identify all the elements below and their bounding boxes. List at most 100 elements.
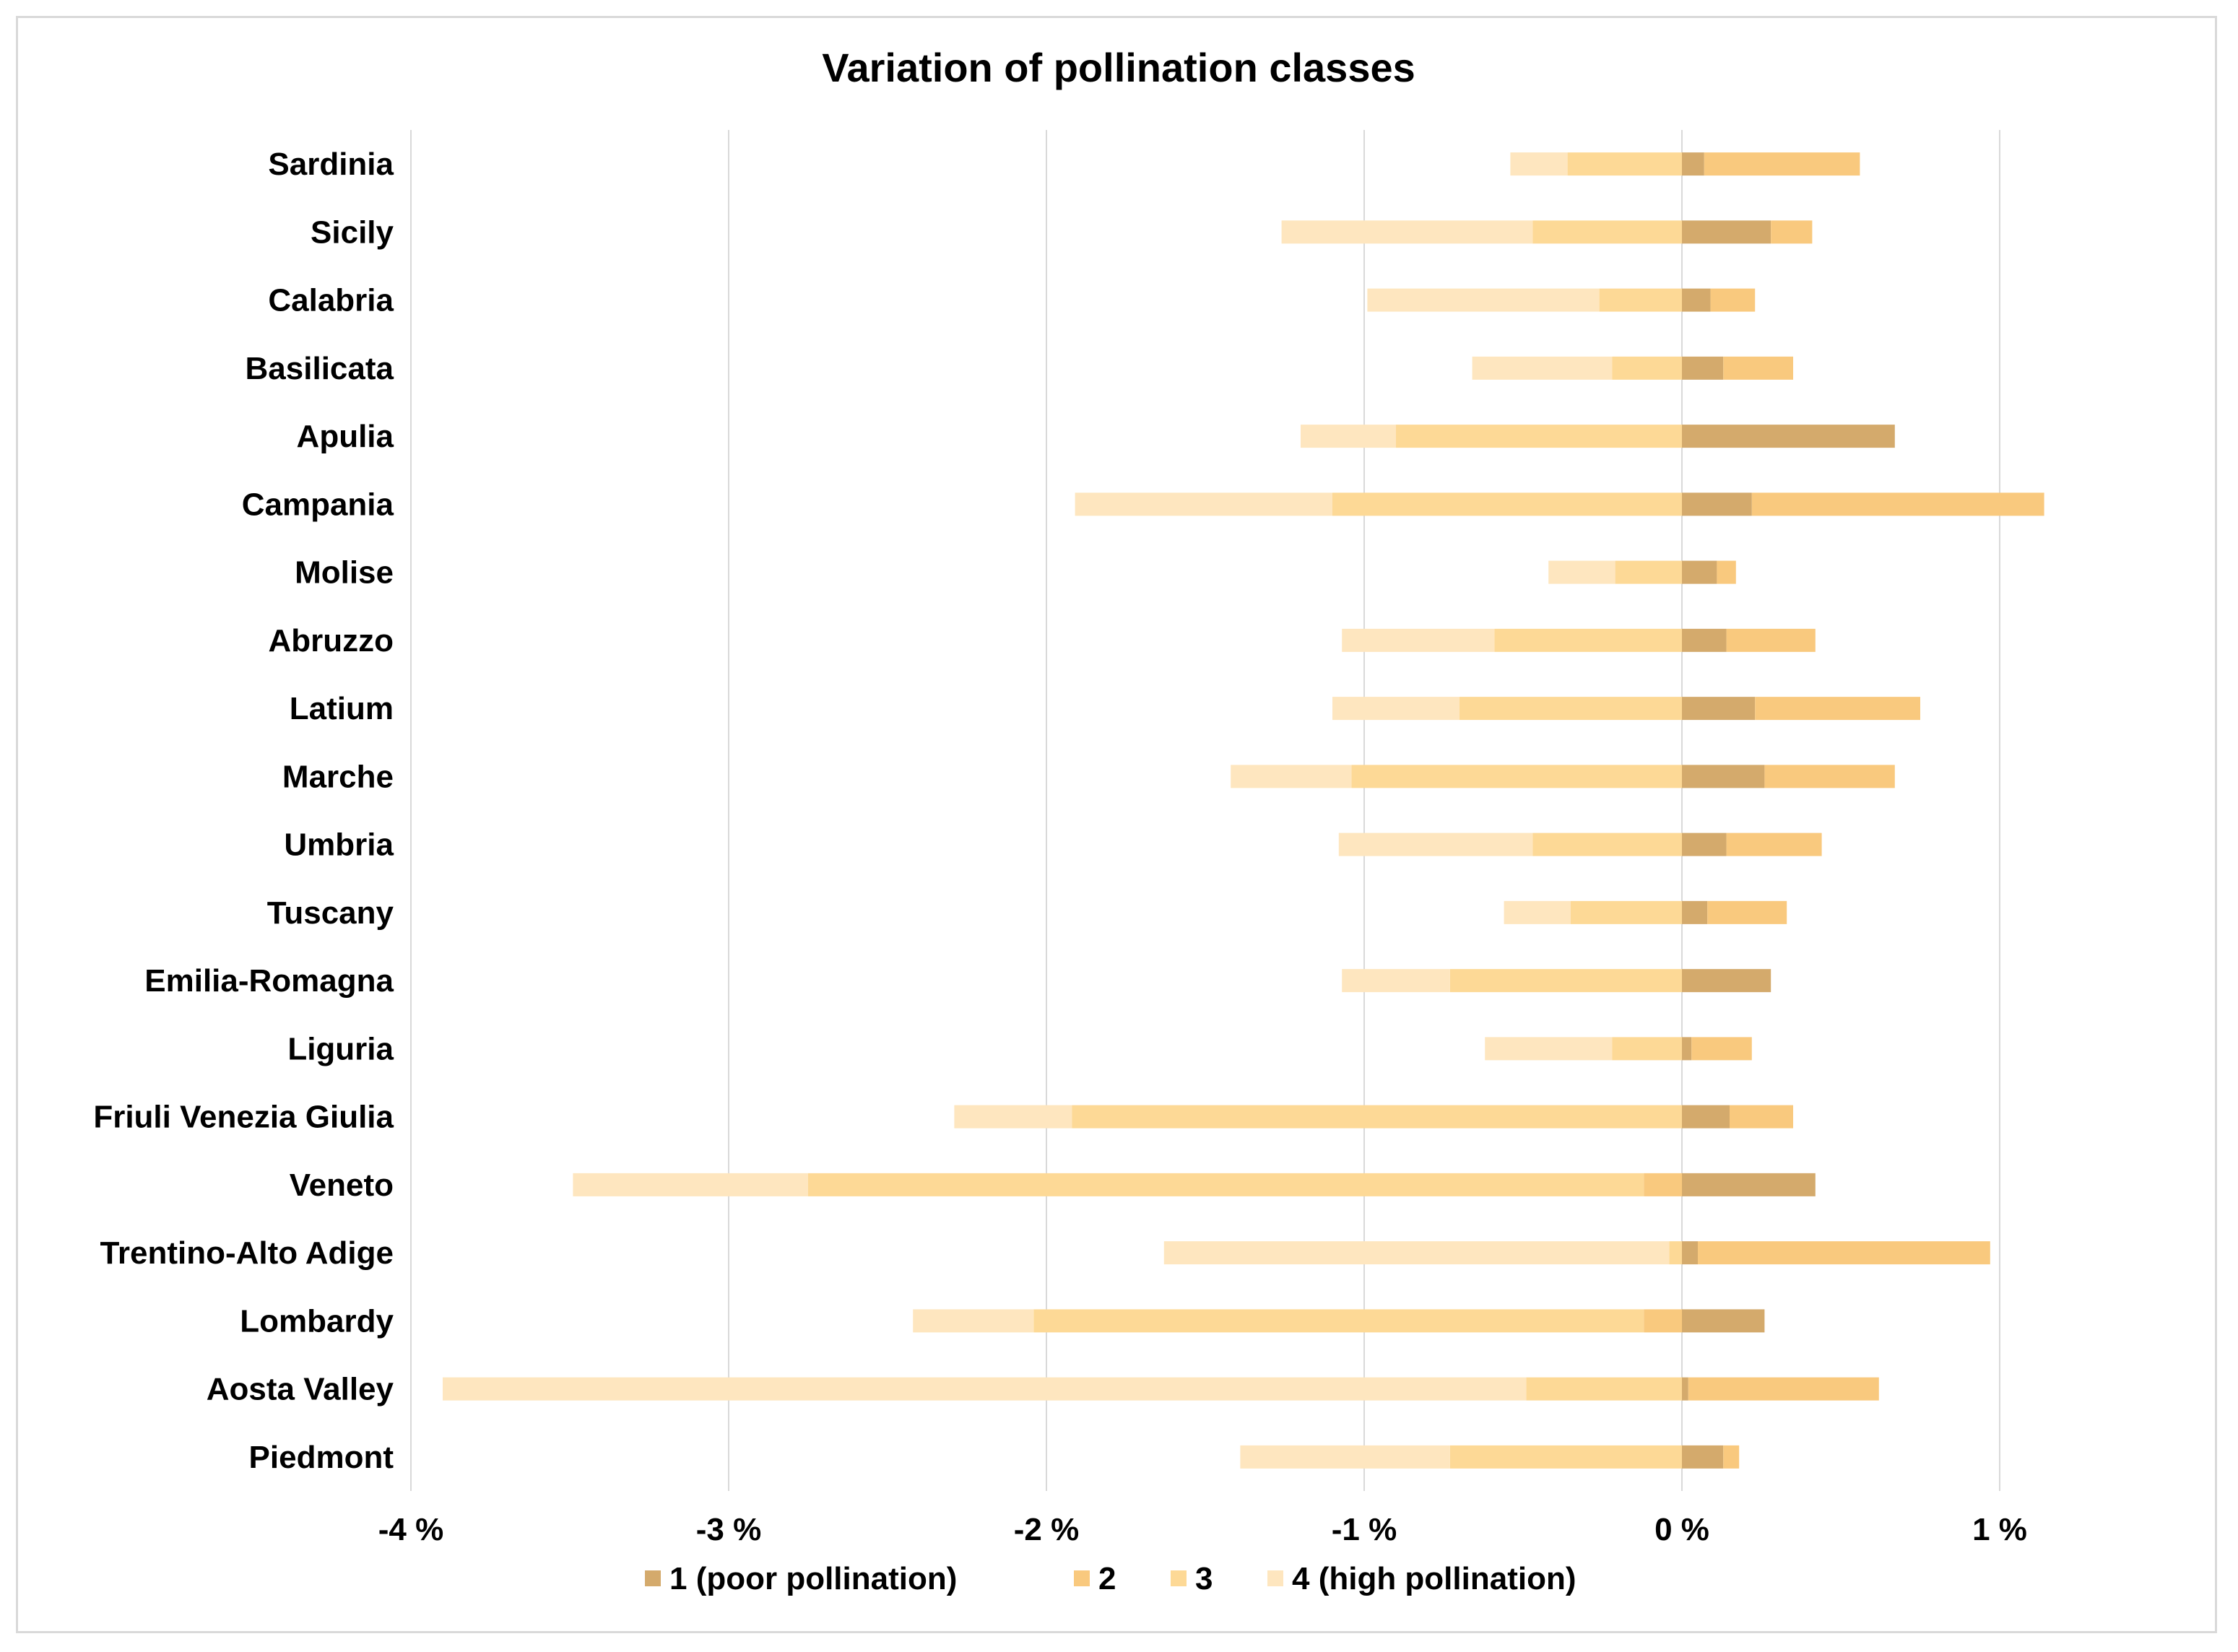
category-axis: Sardinia Sicily Calabria Basilicata Apulia Ca… [93,147,394,1475]
legend-swatch [1267,1570,1283,1586]
category-label: Lombardy [240,1303,394,1339]
gridlines [410,130,2000,1491]
x-tick-label: -2 % [1014,1512,1079,1547]
x-tick-label: 1 % [1972,1512,2027,1547]
bar-segment [1682,697,1756,721]
bar-segment [1472,356,1613,380]
bar-segment [1548,560,1615,584]
category-label: Sicily [311,214,394,250]
bar-segment [1730,1105,1793,1129]
bar-segment [1494,628,1682,652]
chart-svg: Variation of pollination classes Sardini… [93,45,2044,1596]
bar-segment [1726,832,1822,856]
bar-segment [1301,425,1396,448]
bar-segment [1449,969,1682,993]
bar-segment [808,1173,1644,1196]
bar-segment [913,1309,1034,1333]
bar-segment [1163,1241,1670,1265]
bar-segment [1682,1173,1816,1196]
bar-segment [1669,1241,1682,1265]
legend-label: 1 (poor pollination) [669,1561,957,1596]
bar-segment [1532,832,1682,856]
bar-segment [1723,356,1793,380]
bar-segment [1510,152,1568,176]
bar-segment [1682,492,1752,516]
bar-segment [1351,765,1682,788]
bar-segment [1644,1309,1682,1333]
bar-segment [1682,560,1717,584]
bar-segment [1682,1241,1698,1265]
bar-segment [1240,1445,1450,1469]
bar-segment [1691,1037,1752,1061]
category-label: Friuli Venezia Giulia [93,1100,394,1135]
category-label: Apulia [297,419,394,454]
category-label: Tuscany [267,895,394,931]
bar-segment [1281,220,1533,244]
bar-segment [1231,765,1352,788]
bar-segment [1682,425,1895,448]
bar-segment [1612,356,1682,380]
bar-segment [1726,628,1816,652]
value-axis: -4 % -3 % -2 % -1 % 0 % 1 % [378,1512,2027,1547]
bar-segment [1342,628,1495,652]
bar-segment [1751,492,2044,516]
category-label: Veneto [290,1168,394,1203]
bar-segment [1707,900,1787,924]
category-label: Trentino-Alto Adige [100,1235,394,1271]
category-label: Molise [295,555,394,591]
bar-segment [1682,356,1724,380]
bar-segment [1682,1445,1724,1469]
bars [443,152,2044,1469]
bar-segment [1723,1445,1740,1469]
bar-segment [1504,900,1571,924]
x-tick-label: 0 % [1654,1512,1709,1547]
bar-segment [1615,560,1682,584]
bar-segment [1710,288,1756,312]
bar-segment [1342,969,1450,993]
bar-segment [954,1105,1072,1129]
category-label: Liguria [287,1031,394,1066]
category-label: Calabria [268,283,394,318]
bar-segment [1567,152,1682,176]
category-label: Abruzzo [268,623,394,658]
bar-segment [573,1173,808,1196]
bar-segment [1682,288,1711,312]
bar-segment [1571,900,1682,924]
legend-label: 4 (high pollination) [1292,1561,1576,1596]
legend-swatch [1074,1570,1090,1586]
legend: 1 (poor pollination) 2 3 4 (high pollinatio… [645,1561,1576,1596]
category-label: Emilia-Romagna [144,963,394,999]
bar-segment [1717,560,1736,584]
bar-segment [1612,1037,1682,1061]
legend-label: 2 [1098,1561,1116,1596]
bar-segment [1682,969,1771,993]
bar-segment [1338,832,1533,856]
bar-segment [1682,900,1708,924]
bar-segment [1072,1105,1682,1129]
bar-segment [1755,697,1920,721]
category-label: Piedmont [249,1440,394,1475]
category-label: Sardinia [268,147,394,182]
bar-segment [1682,765,1765,788]
category-label: Marche [282,759,394,794]
bar-segment [1682,628,1727,652]
bar-segment [1771,220,1813,244]
bar-segment [1682,1037,1692,1061]
x-tick-label: -3 % [696,1512,761,1547]
bar-segment [1332,697,1460,721]
chart-frame: Variation of pollination classes Sardini… [16,16,2217,1633]
legend-label: 3 [1195,1561,1213,1596]
bar-segment [1682,832,1727,856]
category-label: Aosta Valley [207,1372,394,1407]
bar-segment [1075,492,1332,516]
bar-segment [1682,152,1704,176]
legend-swatch [1171,1570,1187,1586]
bar-segment [443,1377,1527,1401]
category-label: Latium [290,691,394,726]
bar-segment [1682,220,1771,244]
bar-segment [1644,1173,1682,1196]
bar-segment [1033,1309,1644,1333]
bar-segment [1532,220,1682,244]
bar-segment [1682,1309,1765,1333]
bar-segment [1682,1105,1730,1129]
